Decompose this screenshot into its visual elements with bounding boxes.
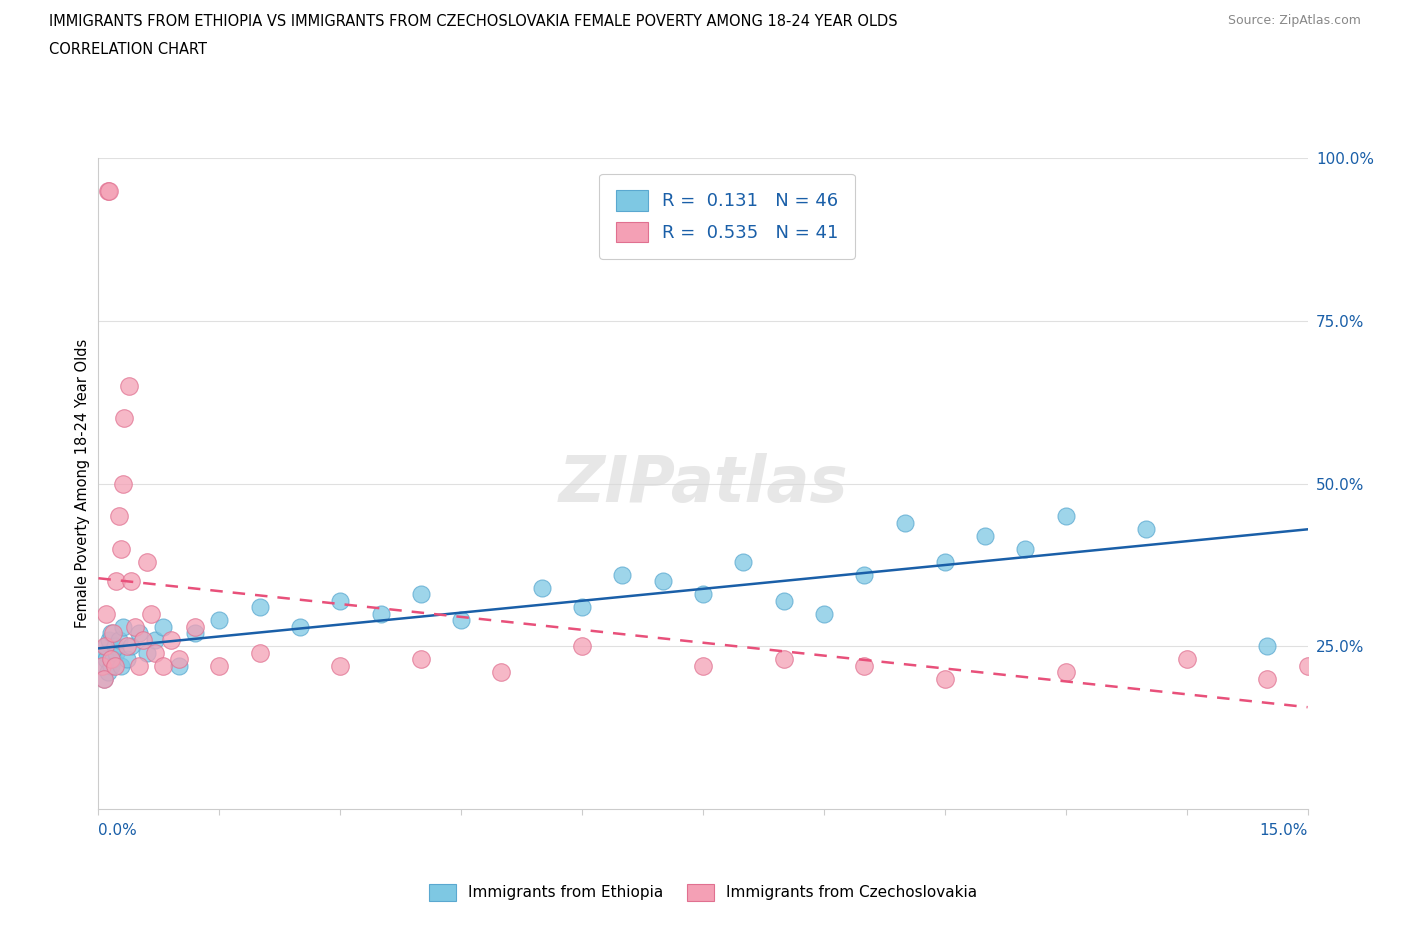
Point <box>1296 658 1319 673</box>
Point <box>329 593 352 608</box>
Point <box>571 600 593 615</box>
Point <box>160 632 183 647</box>
Point <box>107 632 129 647</box>
Point <box>91 658 114 673</box>
Point <box>100 652 122 667</box>
Point <box>772 652 794 667</box>
Point <box>1054 509 1077 524</box>
Point <box>97 632 120 647</box>
Point <box>249 645 271 660</box>
Legend: Immigrants from Ethiopia, Immigrants from Czechoslovakia: Immigrants from Ethiopia, Immigrants fro… <box>420 876 986 909</box>
Point <box>692 587 714 602</box>
Point <box>1175 652 1198 667</box>
Point <box>612 567 634 582</box>
Text: 15.0%: 15.0% <box>1260 823 1308 838</box>
Point <box>530 580 553 595</box>
Text: IMMIGRANTS FROM ETHIOPIA VS IMMIGRANTS FROM CZECHOSLOVAKIA FEMALE POVERTY AMONG : IMMIGRANTS FROM ETHIOPIA VS IMMIGRANTS F… <box>49 14 898 29</box>
Text: CORRELATION CHART: CORRELATION CHART <box>49 42 207 57</box>
Point <box>184 626 207 641</box>
Point <box>97 665 120 680</box>
Point <box>152 619 174 634</box>
Point <box>491 665 513 680</box>
Point <box>733 554 755 569</box>
Point <box>135 645 157 660</box>
Point <box>853 567 876 582</box>
Point <box>120 639 142 654</box>
Point <box>450 613 472 628</box>
Point <box>94 645 117 660</box>
Point <box>1014 541 1036 556</box>
Point <box>120 574 142 589</box>
Point <box>893 515 915 530</box>
Point <box>184 619 207 634</box>
Point <box>93 671 115 686</box>
Point <box>139 606 162 621</box>
Point <box>94 639 117 654</box>
Point <box>329 658 352 673</box>
Point <box>772 593 794 608</box>
Point <box>100 658 122 673</box>
Point <box>110 658 132 673</box>
Point <box>103 658 125 673</box>
Point <box>135 554 157 569</box>
Point <box>974 528 997 543</box>
Point <box>1054 665 1077 680</box>
Point <box>100 626 122 641</box>
Point <box>97 183 120 198</box>
Point <box>249 600 271 615</box>
Point <box>105 574 128 589</box>
Y-axis label: Female Poverty Among 18-24 Year Olds: Female Poverty Among 18-24 Year Olds <box>75 339 90 629</box>
Point <box>1256 639 1278 654</box>
Point <box>208 613 231 628</box>
Point <box>103 639 125 654</box>
Point <box>111 476 134 491</box>
Point <box>115 639 138 654</box>
Point <box>143 632 166 647</box>
Point <box>143 645 166 660</box>
Point <box>934 554 956 569</box>
Point <box>288 619 311 634</box>
Point <box>853 658 876 673</box>
Point <box>1135 522 1157 537</box>
Text: 0.0%: 0.0% <box>98 823 138 838</box>
Point <box>91 658 114 673</box>
Point <box>409 587 432 602</box>
Point <box>112 411 135 426</box>
Point <box>813 606 835 621</box>
Point <box>118 379 141 393</box>
Point <box>208 658 231 673</box>
Point <box>132 632 155 647</box>
Point <box>105 645 128 660</box>
Point <box>97 183 120 198</box>
Point <box>651 574 673 589</box>
Point <box>1256 671 1278 686</box>
Text: ZIPatlas: ZIPatlas <box>558 453 848 514</box>
Point <box>101 652 124 667</box>
Point <box>111 619 134 634</box>
Point <box>167 652 190 667</box>
Legend: R =  0.131   N = 46, R =  0.535   N = 41: R = 0.131 N = 46, R = 0.535 N = 41 <box>599 174 855 259</box>
Point <box>96 639 118 654</box>
Point <box>934 671 956 686</box>
Point <box>96 652 118 667</box>
Point <box>409 652 432 667</box>
Point <box>96 606 118 621</box>
Point <box>93 671 115 686</box>
Point <box>152 658 174 673</box>
Point <box>167 658 190 673</box>
Text: Source: ZipAtlas.com: Source: ZipAtlas.com <box>1227 14 1361 27</box>
Point <box>128 658 150 673</box>
Point <box>124 619 146 634</box>
Point <box>571 639 593 654</box>
Point <box>692 658 714 673</box>
Point <box>370 606 392 621</box>
Point <box>115 652 138 667</box>
Point <box>107 509 129 524</box>
Point <box>110 541 132 556</box>
Point <box>101 626 124 641</box>
Point <box>128 626 150 641</box>
